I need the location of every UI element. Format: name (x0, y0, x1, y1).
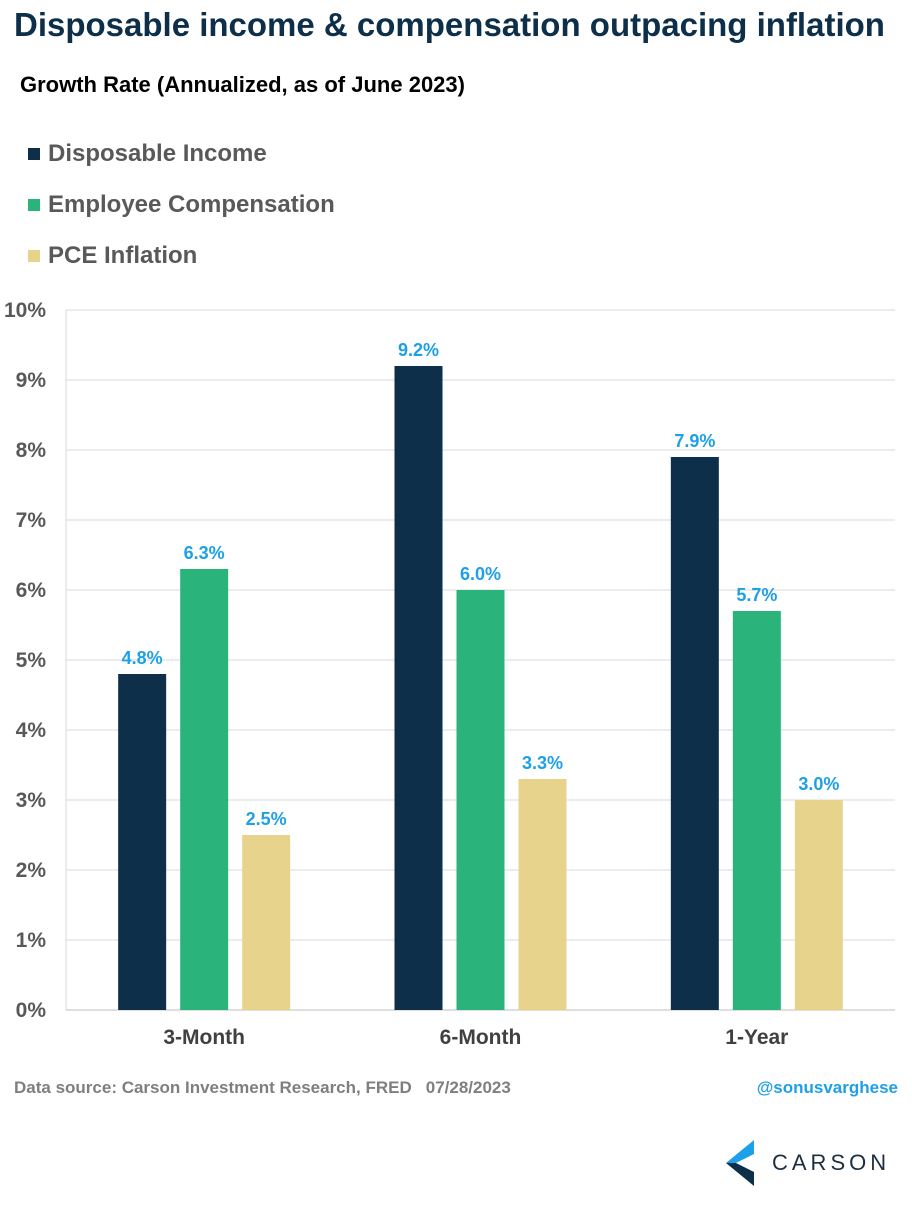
data-label: 3.0% (798, 774, 839, 794)
y-tick-label: 5% (16, 649, 47, 672)
data-label: 3.3% (522, 753, 563, 773)
data-label: 7.9% (674, 431, 715, 451)
data-label: 9.2% (398, 340, 439, 360)
data-label: 2.5% (246, 809, 287, 829)
legend-label: Employee Compensation (48, 190, 335, 218)
bar (518, 779, 567, 1010)
bar-chart: 0% 1% 2% 3% 4% 5% 6% 7% 8% 9% 10% 4.8% 6.3% 2.5% 3-Mon… (4, 299, 895, 1049)
y-tick-label: 1% (16, 929, 47, 952)
bar (456, 590, 505, 1010)
legend-label: PCE Inflation (48, 241, 198, 269)
author-handle: @sonusvarghese (756, 1078, 898, 1097)
y-tick-label: 10% (4, 299, 46, 322)
legend-swatch-pce-inflation (28, 249, 40, 262)
y-tick-label: 9% (16, 369, 47, 392)
bar (732, 611, 781, 1010)
y-tick-label: 6% (16, 579, 47, 602)
legend-item-employee-compensation: Employee Compensation (28, 179, 335, 230)
bar (670, 457, 719, 1010)
x-tick-label: 6-Month (440, 1026, 522, 1049)
y-tick-label: 8% (16, 439, 47, 462)
data-label: 4.8% (122, 648, 163, 668)
y-tick-label: 4% (16, 719, 47, 742)
legend-swatch-disposable-income (28, 147, 40, 160)
bar (394, 366, 443, 1010)
bar (180, 569, 229, 1010)
y-tick-label: 7% (16, 509, 47, 532)
legend-item-disposable-income: Disposable Income (28, 128, 335, 179)
chart-subtitle: Growth Rate (Annualized, as of June 2023… (20, 72, 465, 97)
source-text: Data source: Carson Investment Research,… (14, 1078, 412, 1097)
legend-item-pce-inflation: PCE Inflation (28, 230, 335, 281)
x-tick-label: 1-Year (725, 1026, 788, 1049)
y-tick-label: 2% (16, 859, 47, 882)
bar (242, 835, 291, 1010)
chart-title: Disposable income & compensation outpaci… (14, 6, 885, 43)
bar (794, 800, 843, 1010)
data-source-note: Data source: Carson Investment Research,… (14, 1078, 511, 1098)
data-label: 5.7% (736, 585, 777, 605)
legend-label: Disposable Income (48, 139, 267, 167)
carson-logo: CARSON (726, 1140, 890, 1186)
carson-logo-icon (726, 1140, 754, 1186)
data-label: 6.0% (460, 564, 501, 584)
legend: Disposable Income Employee Compensation … (28, 128, 335, 281)
data-label: 6.3% (184, 543, 225, 563)
y-tick-label: 0% (16, 999, 47, 1022)
x-tick-label: 3-Month (163, 1026, 245, 1049)
source-date: 07/28/2023 (425, 1078, 511, 1097)
logo-text: CARSON (772, 1150, 891, 1175)
bar (118, 674, 167, 1010)
legend-swatch-employee-compensation (28, 198, 40, 211)
y-tick-label: 3% (16, 789, 47, 812)
